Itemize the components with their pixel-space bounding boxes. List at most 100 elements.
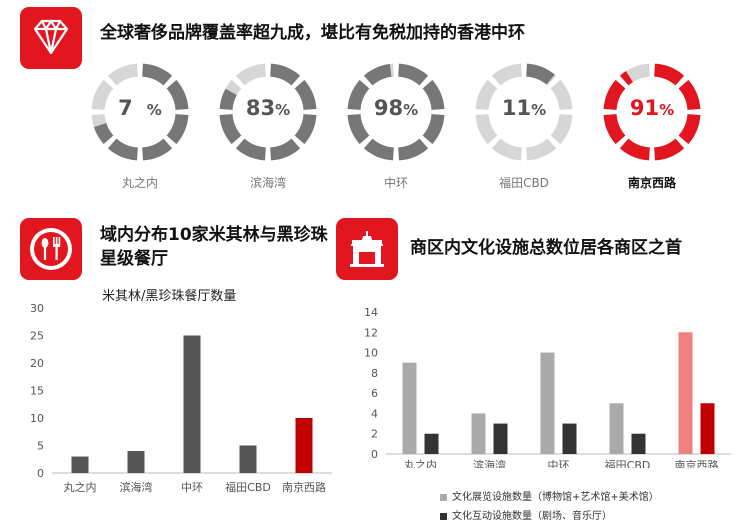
bar-exhibition <box>609 403 624 454</box>
diamond-icon-box <box>20 7 82 69</box>
culture-bar-chart: 0 2 4 6 8 10 12 14 丸之内 滨海湾 中环 福田CBD 南京西路 <box>364 306 731 468</box>
ring-filled-segment <box>653 138 685 161</box>
ring-filled-segment <box>422 79 445 111</box>
x-tick-label: 丸之内 <box>64 480 97 494</box>
y-tick-label: 6 <box>371 387 378 400</box>
x-tick-label: 福田CBD <box>605 458 651 468</box>
ring-number: 98 <box>373 96 404 120</box>
ring-5: 91% 南京西路 <box>602 62 702 202</box>
bar <box>295 418 313 473</box>
ring-label: 丸之内 <box>121 176 158 190</box>
ring-unit: % <box>659 101 675 119</box>
ring-filled-segment <box>603 79 626 111</box>
bar-interactive <box>631 433 646 454</box>
diamond-icon <box>33 19 69 55</box>
ring-graphic <box>603 63 701 161</box>
ring-empty-segment <box>491 63 523 86</box>
bar-exhibition <box>678 332 693 454</box>
x-tick-label: 中环 <box>548 459 570 468</box>
ring-empty-segment <box>107 63 139 86</box>
ring-filled-segment <box>219 113 242 145</box>
ring-unit: % <box>275 101 291 119</box>
ring-graphic <box>475 63 573 161</box>
ring-filled-segment <box>294 79 317 111</box>
ring-graphic <box>91 63 189 161</box>
archway-icon <box>350 231 384 267</box>
restaurant-icon-box <box>20 218 82 280</box>
y-tick-label: 10 <box>30 412 44 425</box>
x-tick-label: 滨海湾 <box>120 480 153 494</box>
y-tick-label: 10 <box>364 347 378 360</box>
ring-unit: % <box>531 101 547 119</box>
michelin-bar-chart: 0 5 10 15 20 25 30 丸之内 滨海湾 中环 福田CBD 南京西路 <box>30 302 332 494</box>
ring-filled-segment <box>678 113 701 145</box>
bar-exhibition <box>402 362 417 454</box>
ring-filled-segment <box>619 138 651 161</box>
ring-filled-segment <box>269 138 301 161</box>
ring-filled-segment <box>347 113 370 145</box>
y-tick-label: 12 <box>364 326 378 339</box>
x-tick-label: 丸之内 <box>404 458 437 468</box>
ring-empty-segment <box>525 138 557 161</box>
ring-empty-segment <box>91 113 107 127</box>
ring-filled-segment <box>235 138 267 161</box>
ring-filled-segment <box>347 79 370 111</box>
ring-empty-segment <box>225 79 242 96</box>
y-tick-label: 15 <box>30 385 44 398</box>
ring-filled-segment <box>653 63 685 86</box>
ring-percentage: 83% <box>218 96 318 120</box>
ring-percentage: 98% <box>346 96 446 120</box>
left-section-title: 域内分布10家米其林与黑珍珠星级餐厅 <box>100 225 328 269</box>
bar <box>183 335 201 473</box>
bar-interactive <box>424 433 439 454</box>
bar-interactive <box>562 423 577 454</box>
right-section-title: 商区内文化设施总数位居各商区之首 <box>410 238 682 258</box>
ring-empty-segment <box>475 79 498 111</box>
bar-interactive <box>700 403 715 454</box>
ring-filled-segment <box>141 63 173 86</box>
legend-item-exhibition: 文化展览设施数量（博物馆+艺术馆+美术馆） <box>440 488 659 503</box>
ring-filled-segment <box>166 113 189 145</box>
ring-filled-segment <box>363 138 395 161</box>
ring-filled-segment <box>141 138 173 161</box>
y-tick-label: 2 <box>371 428 378 441</box>
y-tick-label: 14 <box>364 306 378 319</box>
x-tick-label: 滨海湾 <box>473 458 506 468</box>
ring-4: 11% 福田CBD <box>474 62 574 202</box>
ring-filled-segment <box>107 138 139 161</box>
bar <box>71 456 89 473</box>
ring-filled-segment <box>166 79 189 111</box>
ring-filled-segment <box>397 138 429 161</box>
ring-unit: % <box>403 101 419 119</box>
ring-number: 83 <box>245 96 276 120</box>
ring-filled-segment <box>269 63 301 86</box>
ring-filled-segment <box>93 122 114 145</box>
ring-empty-segment <box>550 113 573 145</box>
y-tick-label: 4 <box>371 407 378 420</box>
culture-icon-box <box>336 218 398 280</box>
ring-number: 91 <box>629 96 660 120</box>
y-tick-label: 0 <box>371 448 378 461</box>
ring-filled-segment <box>219 88 238 111</box>
coverage-rings: 7% 丸之内 83% 滨海湾 98% 中环 11% 福田CBD 91% 南京西路 <box>90 62 730 202</box>
legend-item-interactive: 文化互动设施数量（剧场、音乐厅） <box>440 507 612 522</box>
ring-percentage: 91% <box>602 96 702 120</box>
ring-number: 11 <box>501 96 532 120</box>
ring-unit: % <box>146 101 162 119</box>
bar-exhibition <box>471 413 486 454</box>
ring-label: 滨海湾 <box>249 176 286 190</box>
ring-1: 7% 丸之内 <box>90 62 190 202</box>
legend-label-exhibition: 文化展览设施数量（博物馆+艺术馆+美术馆） <box>452 492 659 503</box>
ring-empty-segment <box>475 113 498 145</box>
y-tick-label: 30 <box>30 302 44 315</box>
ring-graphic <box>219 63 317 161</box>
legend-swatch-interactive <box>440 512 447 520</box>
bar <box>239 445 257 473</box>
ring-filled-segment <box>397 63 429 86</box>
fork-spoon-icon <box>30 228 72 270</box>
ring-filled-segment <box>603 113 626 145</box>
bar-exhibition <box>540 352 555 454</box>
bar-interactive <box>493 423 508 454</box>
y-tick-label: 25 <box>30 330 44 343</box>
ring-empty-segment <box>235 63 267 86</box>
